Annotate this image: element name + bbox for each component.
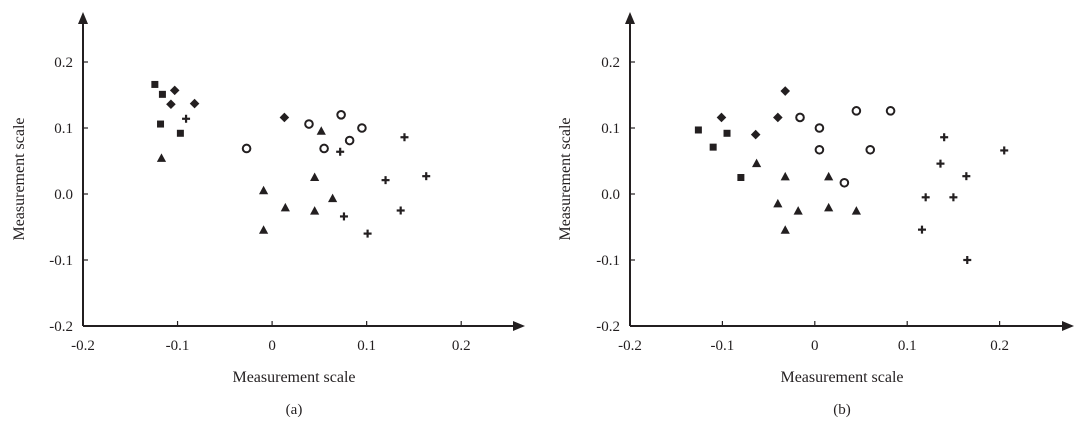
square-marker (723, 129, 731, 137)
diamond-marker (169, 85, 180, 96)
y-axis-title: Measurement scale (11, 117, 28, 240)
triangle-marker (280, 202, 290, 212)
triangle-marker (316, 126, 326, 135)
circle-marker (344, 135, 355, 146)
square-marker (158, 90, 166, 98)
triangle-marker (780, 225, 790, 234)
x-tick-label: 0.2 (452, 338, 471, 354)
y-tick-label: 0.0 (54, 187, 73, 203)
circle-marker (839, 177, 850, 188)
x-tick-label: -0.2 (71, 338, 95, 354)
plus-marker (422, 172, 431, 181)
x-tick-label: -0.1 (166, 338, 190, 354)
x-tick-label: -0.2 (618, 338, 642, 354)
plus-marker (363, 229, 372, 238)
circle-marker (814, 144, 825, 155)
diamond-marker (189, 98, 200, 109)
triangle-marker (780, 171, 790, 181)
triangle-marker (156, 153, 167, 162)
square-marker (157, 120, 165, 128)
diamond-marker (279, 112, 290, 123)
plus-marker (949, 193, 958, 202)
y-tick-label: 0.0 (601, 187, 620, 203)
x-axis-arrow (1062, 321, 1074, 331)
triangle-marker (824, 202, 834, 212)
plus-marker (396, 206, 405, 215)
plus-marker (940, 133, 949, 142)
circle-marker (241, 143, 252, 154)
triangle-marker (258, 185, 269, 195)
diamond-marker (750, 129, 761, 140)
x-axis-title: Measurement scale (232, 369, 355, 386)
square-marker (694, 126, 702, 134)
triangle-marker (328, 193, 338, 203)
y-tick-label: 0.2 (54, 55, 73, 71)
y-axis-arrow (78, 12, 88, 24)
circle-marker (357, 123, 367, 133)
circle-marker (336, 110, 346, 120)
plus-marker (921, 193, 930, 202)
panel-label: (b) (833, 402, 851, 418)
plus-marker (962, 172, 971, 181)
square-marker (709, 143, 717, 151)
triangle-marker (310, 172, 320, 181)
circle-marker (304, 119, 314, 129)
plus-marker (336, 147, 345, 156)
plus-marker (182, 114, 191, 123)
y-tick-label: 0.1 (601, 121, 620, 137)
y-axis-title: Measurement scale (557, 117, 574, 240)
chart-a-svg: -0.2 -0.1 0 0.1 0.2 -0.2 -0.1 0.0 0.1 0.2 Measurem… (11, 12, 525, 418)
diamond-marker (166, 99, 176, 110)
circle-marker (795, 112, 805, 123)
plus-marker (1000, 146, 1009, 155)
diamond-marker (716, 112, 727, 123)
circle-marker (814, 123, 825, 133)
plus-marker (339, 212, 348, 221)
y-tick-label: -0.1 (49, 253, 73, 269)
y-tick-label: -0.2 (596, 319, 620, 335)
diamond-marker (780, 86, 791, 96)
square-marker (737, 174, 745, 181)
circle-marker (851, 106, 862, 116)
x-tick-label: -0.1 (711, 338, 735, 354)
x-tick-label: 0.1 (898, 338, 917, 354)
triangle-marker (824, 171, 834, 181)
plus-marker (381, 176, 390, 185)
triangle-marker (310, 206, 320, 215)
plus-marker (963, 256, 972, 264)
x-tick-label: 0.1 (357, 338, 376, 354)
triangle-marker (851, 206, 861, 215)
plus-marker (400, 133, 409, 142)
circle-marker (865, 144, 876, 155)
plus-marker (936, 159, 945, 168)
square-marker (151, 80, 159, 88)
x-tick-label: 0.2 (990, 338, 1009, 354)
triangle-marker (258, 225, 269, 234)
x-tick-label: 0 (268, 338, 276, 354)
circle-marker (319, 143, 329, 154)
triangle-marker (751, 158, 762, 168)
triangle-marker (773, 198, 783, 208)
scatter-chart-b: -0.2 -0.1 0 0.1 0.2 -0.2 -0.1 0.0 0.1 0.2 Measurem… (540, 0, 1079, 430)
diamond-marker (773, 112, 783, 123)
square-marker (176, 129, 184, 137)
chart-b-svg: -0.2 -0.1 0 0.1 0.2 -0.2 -0.1 0.0 0.1 0.2 Measurem… (557, 12, 1074, 418)
y-axis-arrow (625, 12, 635, 24)
y-tick-label: -0.1 (596, 253, 620, 269)
circle-marker (885, 106, 896, 116)
plus-marker (917, 225, 926, 234)
x-axis-arrow (513, 321, 525, 331)
x-axis-title: Measurement scale (780, 369, 903, 386)
x-tick-label: 0 (811, 338, 819, 354)
y-tick-label: 0.2 (601, 55, 620, 71)
y-tick-label: 0.1 (54, 121, 73, 137)
scatter-chart-a: -0.2 -0.1 0 0.1 0.2 -0.2 -0.1 0.0 0.1 0.2 Measurem… (0, 0, 540, 430)
triangle-marker (793, 206, 803, 215)
panel-label: (a) (286, 402, 303, 418)
y-tick-label: -0.2 (49, 319, 73, 335)
